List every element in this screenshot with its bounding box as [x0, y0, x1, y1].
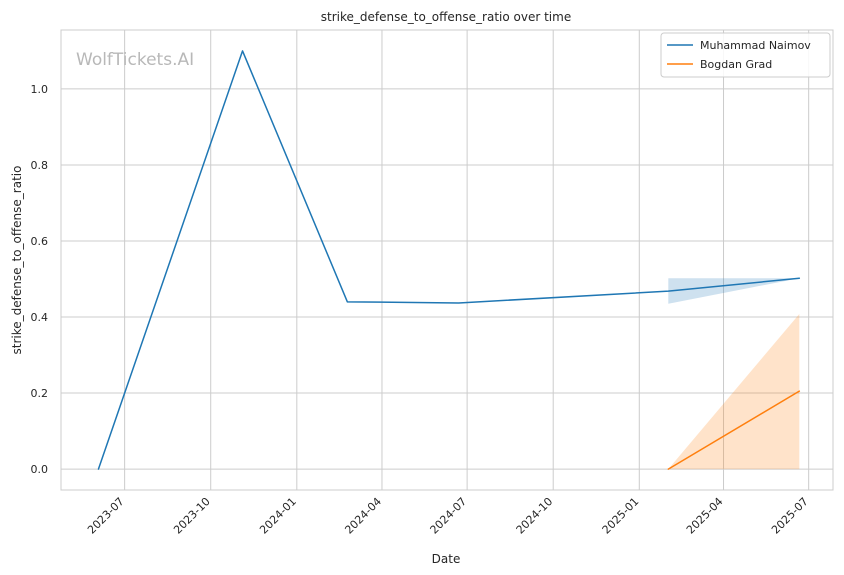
- y-tick-label: 0.2: [31, 387, 49, 400]
- grid: [61, 30, 833, 490]
- legend-label-muhammad-naimov: Muhammad Naimov: [700, 39, 811, 52]
- x-axis-title: Date: [432, 552, 461, 566]
- confidence-bands: [668, 278, 800, 470]
- series-lines: [97, 50, 801, 470]
- y-axis-title: strike_defense_to_offense_ratio: [10, 166, 24, 355]
- y-tick-label: 0.4: [31, 311, 49, 324]
- series-line-muhammad-naimov: [97, 50, 801, 470]
- y-tick-label: 0.6: [31, 235, 49, 248]
- y-tick-labels: 0.0 0.2 0.4 0.6 0.8 1.0: [31, 83, 49, 476]
- y-tick-label: 0.0: [31, 463, 49, 476]
- legend: Muhammad Naimov Bogdan Grad: [660, 32, 831, 78]
- chart-title: strike_defense_to_offense_ratio over tim…: [321, 10, 571, 24]
- legend-box: [660, 32, 831, 78]
- y-tick-label: 1.0: [31, 83, 49, 96]
- series-line-bogdan-grad: [667, 390, 801, 470]
- y-tick-label: 0.8: [31, 159, 49, 172]
- legend-label-bogdan-grad: Bogdan Grad: [700, 58, 772, 71]
- confidence-band-bogdan-grad: [668, 313, 800, 470]
- confidence-band-muhammad-naimov: [668, 278, 800, 304]
- watermark: WolfTickets.AI: [76, 50, 194, 70]
- plot-frame: [60, 29, 834, 491]
